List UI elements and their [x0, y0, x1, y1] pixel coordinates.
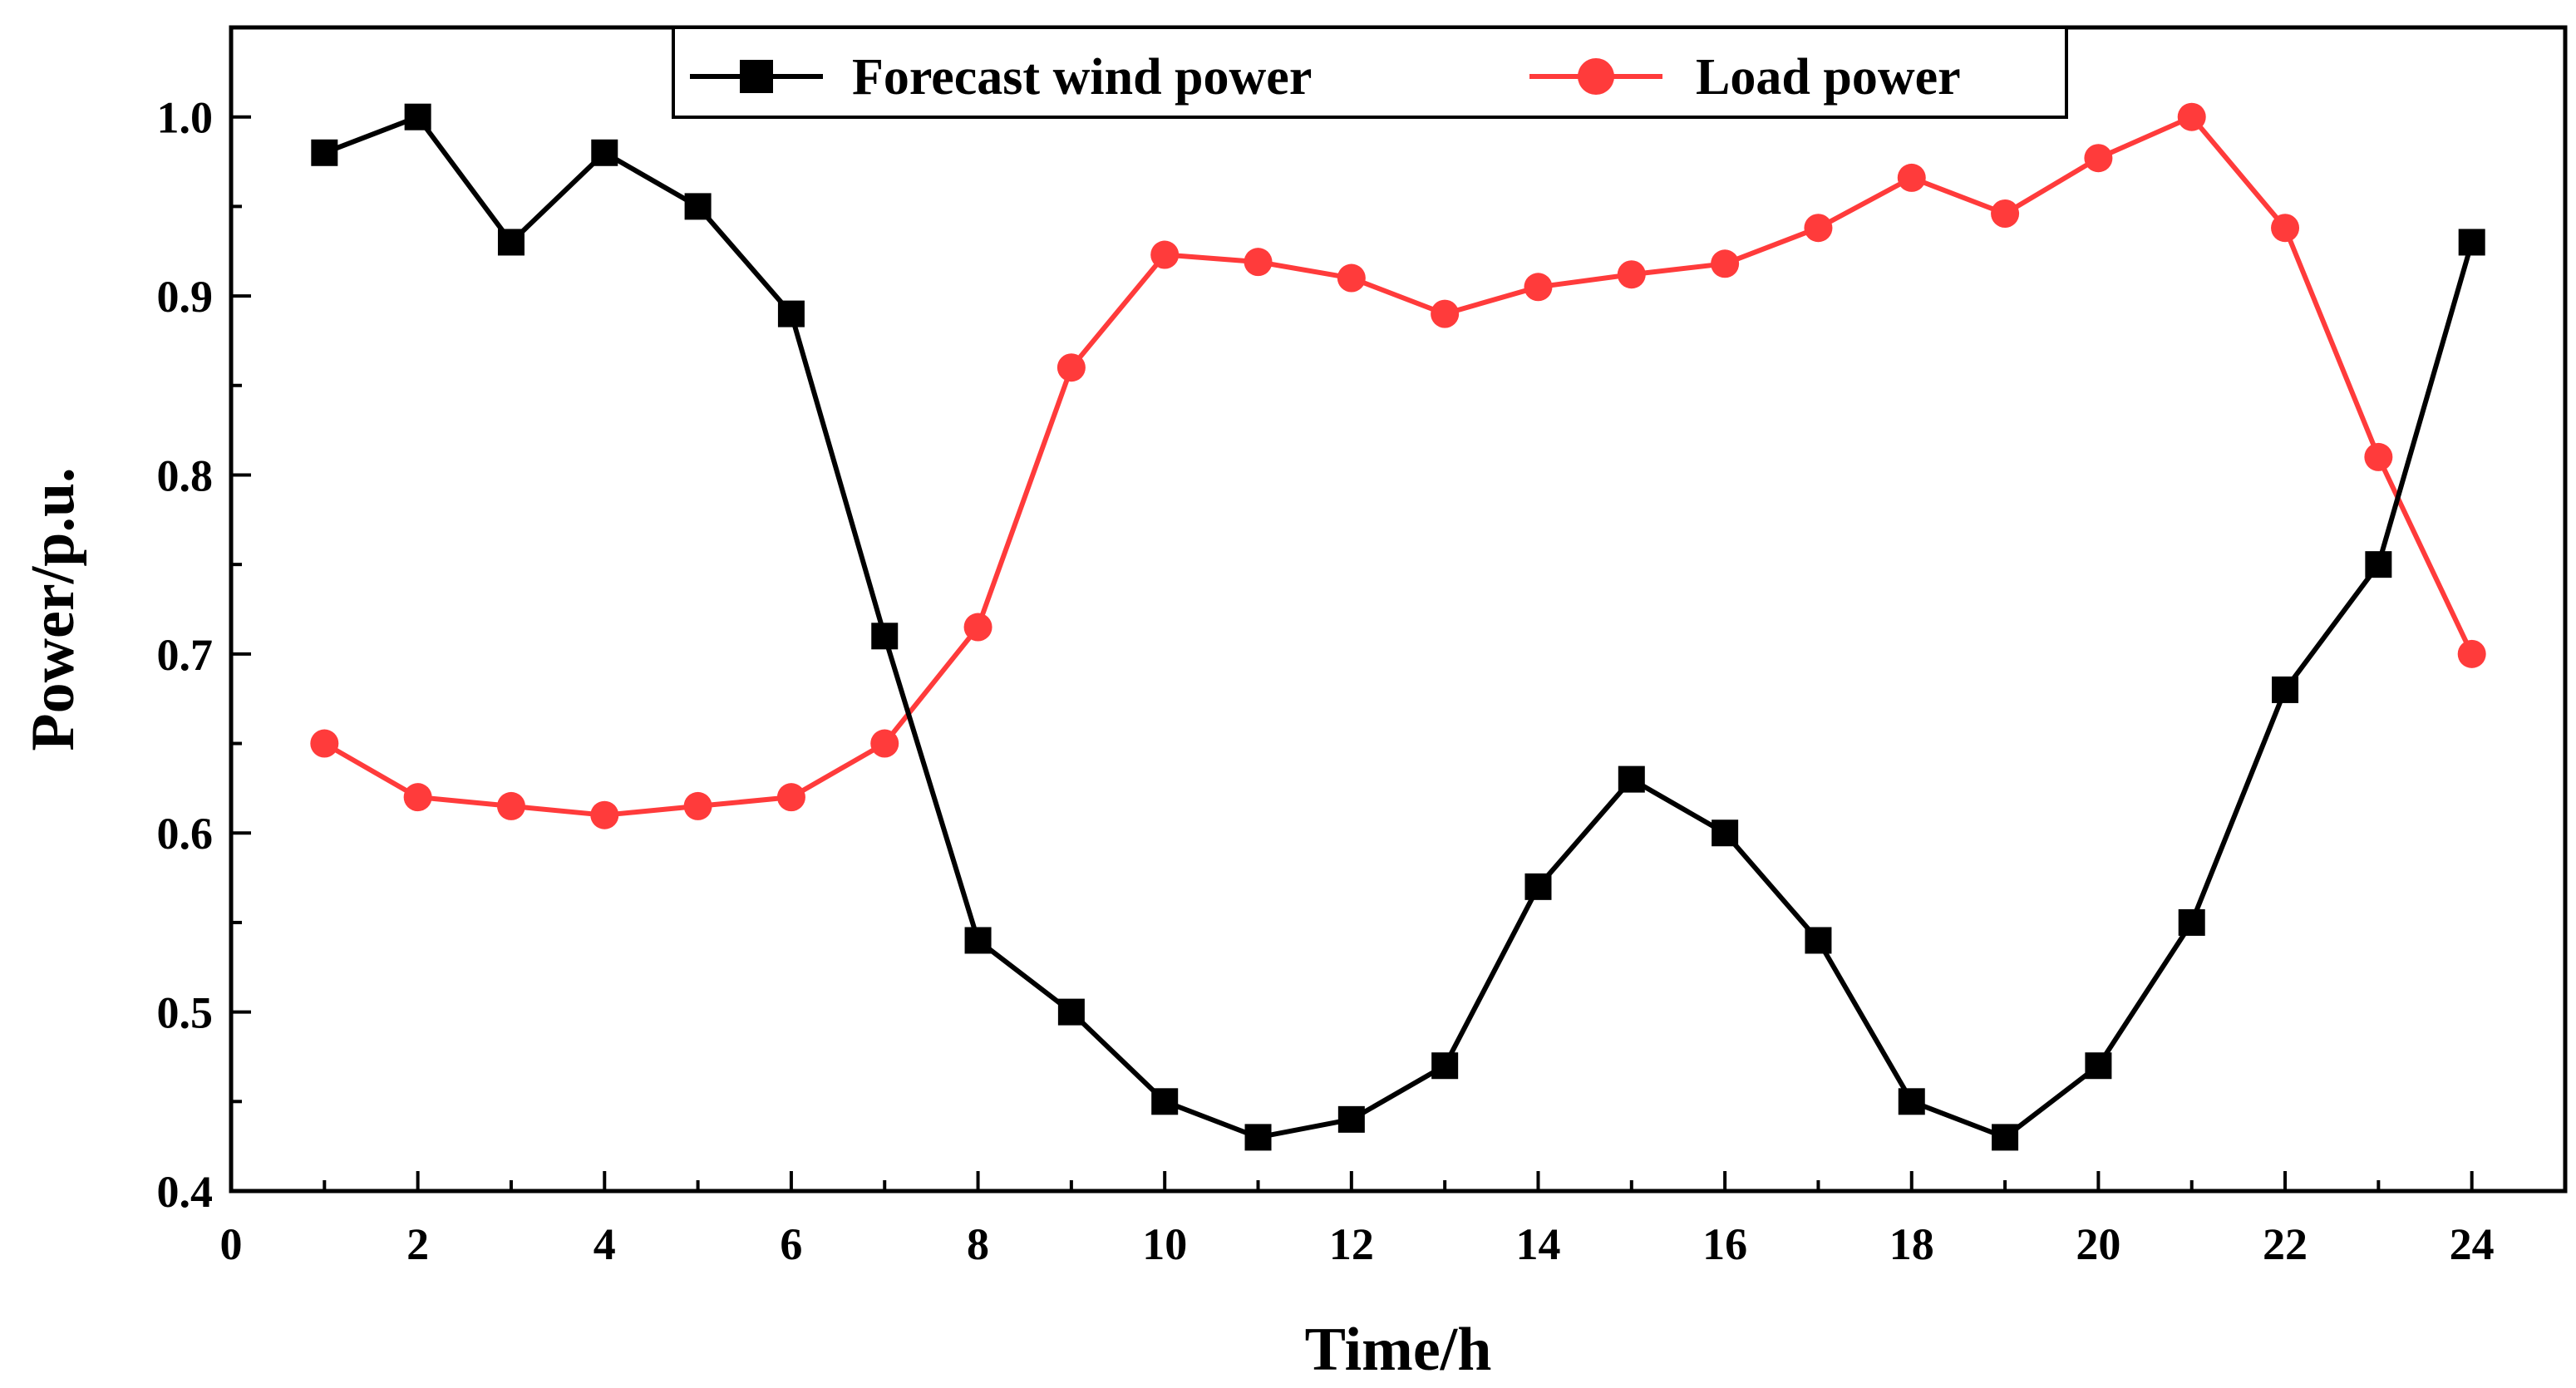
x-tick-label: 2 [406, 1219, 429, 1269]
y-tick-label: 1.0 [157, 93, 214, 143]
x-tick-label: 10 [1142, 1219, 1187, 1269]
data-point-wind [1712, 820, 1739, 847]
data-point-wind [871, 623, 899, 650]
y-tick-label: 0.6 [157, 809, 214, 859]
plot-frame [229, 25, 2568, 1194]
data-point-load [2084, 144, 2113, 173]
data-point-wind [1898, 1088, 1925, 1115]
data-point-wind [404, 103, 431, 130]
x-axis: 0 2 4 6 8 10 12 14 16 18 20 22 24 [220, 1171, 2495, 1269]
data-point-wind [1805, 927, 1832, 954]
data-point-load [310, 729, 339, 758]
data-point-load [1150, 240, 1180, 269]
y-axis-title: Power/p.u. [19, 467, 87, 751]
y-tick-label: 0.9 [157, 272, 214, 322]
data-point-load [1337, 263, 1366, 293]
legend-label-wind: Forecast wind power [852, 49, 1312, 106]
x-axis-title: Time/h [1305, 1316, 1492, 1384]
data-point-load [870, 729, 899, 758]
y-axis: 0.4 0.5 0.6 0.7 0.8 0.9 1.0 [157, 93, 251, 1217]
legend-marker-load [1578, 58, 1614, 95]
data-point-wind [1057, 998, 1085, 1026]
data-point-load [683, 791, 712, 820]
data-point-wind [2178, 908, 2205, 936]
data-point-wind [2085, 1052, 2112, 1080]
data-point-load [1617, 260, 1646, 289]
data-point-wind [684, 193, 712, 220]
data-point-wind [1618, 765, 1645, 793]
data-point-wind [2458, 229, 2485, 256]
x-tick-label: 8 [967, 1219, 989, 1269]
data-point-load [496, 791, 525, 820]
data-point-load [1244, 248, 1273, 277]
data-point-wind [2365, 551, 2392, 578]
data-point-wind [2272, 676, 2299, 703]
legend-marker-wind [740, 60, 773, 93]
series-layer [310, 102, 2486, 1151]
data-point-wind [777, 300, 805, 327]
data-point-load [1711, 249, 1740, 278]
data-point-load [1431, 299, 1460, 328]
data-point-wind [497, 229, 525, 256]
x-tick-label: 24 [2450, 1219, 2495, 1269]
y-tick-label: 0.8 [157, 450, 214, 500]
data-point-wind [1151, 1088, 1179, 1115]
data-point-load [776, 783, 805, 812]
y-tick-label: 0.4 [157, 1167, 214, 1217]
x-tick-label: 14 [1515, 1219, 1560, 1269]
series-line-load [323, 114, 2475, 818]
legend-label-load: Load power [1696, 49, 1961, 106]
x-tick-label: 12 [1329, 1219, 1374, 1269]
data-point-load [1524, 273, 1553, 302]
data-point-wind [1431, 1052, 1459, 1080]
data-point-load [2457, 639, 2486, 668]
data-point-load [1991, 199, 2020, 228]
x-tick-label: 6 [780, 1219, 802, 1269]
y-tick-label: 0.5 [157, 988, 214, 1038]
x-tick-label: 4 [594, 1219, 616, 1269]
data-point-wind [591, 139, 618, 166]
data-point-wind [311, 139, 338, 166]
data-point-wind [1244, 1124, 1272, 1151]
x-tick-label: 20 [2076, 1219, 2120, 1269]
data-point-wind [964, 927, 992, 954]
data-point-load [1057, 353, 1086, 382]
data-point-load [963, 613, 992, 642]
data-point-wind [1524, 873, 1552, 900]
legend: Forecast wind power Load power [672, 26, 2068, 119]
y-tick-label: 0.7 [157, 630, 214, 680]
data-point-load [1897, 163, 1926, 192]
data-point-wind [1992, 1124, 2019, 1151]
data-point-load [2177, 102, 2206, 131]
data-point-wind [1337, 1105, 1365, 1133]
data-point-load [403, 783, 432, 812]
x-tick-label: 22 [2263, 1219, 2308, 1269]
series-line-wind [323, 114, 2475, 1140]
x-tick-label: 0 [220, 1219, 243, 1269]
legend-box [672, 26, 2068, 119]
data-point-load [2271, 214, 2300, 243]
data-point-load [1804, 214, 1833, 243]
data-point-load [2364, 442, 2393, 471]
x-tick-label: 18 [1889, 1219, 1934, 1269]
x-tick-label: 16 [1702, 1219, 1747, 1269]
data-point-load [590, 800, 619, 829]
